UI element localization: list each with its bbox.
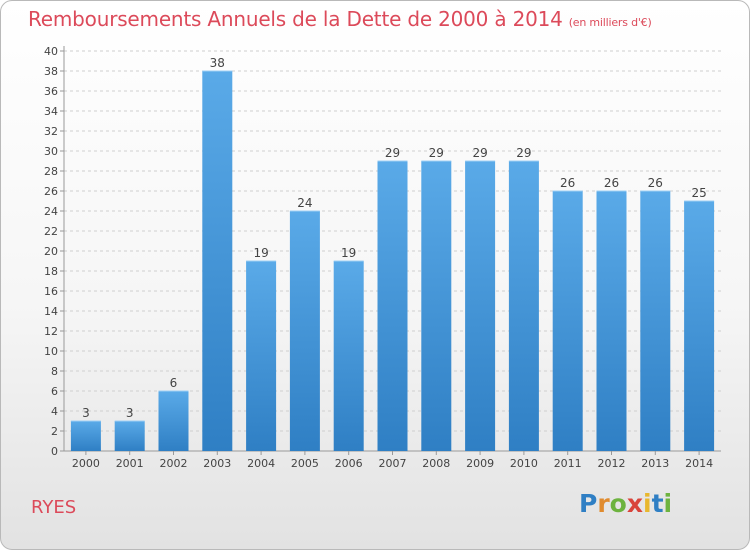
bar [202,71,233,451]
commune-name: RYES [31,497,77,518]
y-tick-label: 40 [44,45,58,58]
x-tick-label: 2002 [160,457,188,470]
logo-letter: t [651,489,664,518]
bar-value-label: 29 [429,146,444,160]
y-tick-label: 24 [44,205,58,218]
x-tick-label: 2011 [554,457,582,470]
bar [246,261,277,451]
bar [377,161,408,451]
x-tick-label: 2007 [379,457,407,470]
bar-value-label: 19 [341,246,356,260]
bar-value-label: 26 [604,176,619,190]
bar-value-label: 3 [126,406,134,420]
bar [684,201,715,451]
bar-value-label: 29 [385,146,400,160]
x-tick-label: 2000 [72,457,100,470]
bar [640,191,671,451]
x-tick-label: 2013 [641,457,669,470]
bar-value-label: 3 [82,406,90,420]
x-tick-label: 2012 [598,457,626,470]
y-tick-label: 34 [44,105,58,118]
bar [552,191,583,451]
y-tick-label: 14 [44,305,58,318]
logo-letter: i [643,489,652,518]
bar [289,211,320,451]
bar-value-label: 29 [516,146,531,160]
x-tick-label: 2006 [335,457,363,470]
y-tick-label: 36 [44,85,58,98]
bar-value-label: 29 [472,146,487,160]
y-tick-label: 28 [44,165,58,178]
y-tick-label: 4 [51,405,58,418]
bar [421,161,452,451]
y-tick-label: 20 [44,245,58,258]
y-tick-label: 30 [44,145,58,158]
bar-value-label: 6 [170,376,178,390]
bar [333,261,364,451]
y-tick-label: 0 [51,445,58,458]
y-tick-label: 12 [44,325,58,338]
x-tick-label: 2014 [685,457,713,470]
x-tick-label: 2004 [247,457,275,470]
x-tick-label: 2001 [116,457,144,470]
x-tick-label: 2003 [203,457,231,470]
x-tick-label: 2010 [510,457,538,470]
bar [465,161,496,451]
y-tick-label: 6 [51,385,58,398]
x-tick-label: 2008 [422,457,450,470]
bar [596,191,627,451]
y-tick-label: 18 [44,265,58,278]
bar [508,161,539,451]
bar-value-label: 19 [253,246,268,260]
bar-value-label: 24 [297,196,312,210]
y-tick-label: 22 [44,225,58,238]
bar [114,421,145,451]
chart-title: Remboursements Annuels de la Dette de 20… [28,7,652,31]
proxiti-logo: Proxiti [579,489,672,518]
y-tick-label: 8 [51,365,58,378]
y-tick-label: 2 [51,425,58,438]
y-tick-label: 10 [44,345,58,358]
x-tick-label: 2009 [466,457,494,470]
bar-value-label: 38 [210,56,225,70]
x-tick-label: 2005 [291,457,319,470]
bar-value-label: 26 [560,176,575,190]
bar-value-label: 26 [648,176,663,190]
y-tick-label: 32 [44,125,58,138]
logo-letter: o [609,489,627,518]
chart-unit: (en milliers d'€) [568,16,652,29]
y-tick-label: 38 [44,65,58,78]
chart-title-text: Remboursements Annuels de la Dette de 20… [28,7,563,31]
y-tick-label: 26 [44,185,58,198]
bar-value-label: 25 [691,186,706,200]
logo-letter: x [626,489,643,518]
logo-letter: r [597,489,610,518]
logo-letter: P [579,489,598,518]
bar [158,391,189,451]
bar [70,421,101,451]
y-tick-label: 16 [44,285,58,298]
logo-letter: i [663,489,673,518]
